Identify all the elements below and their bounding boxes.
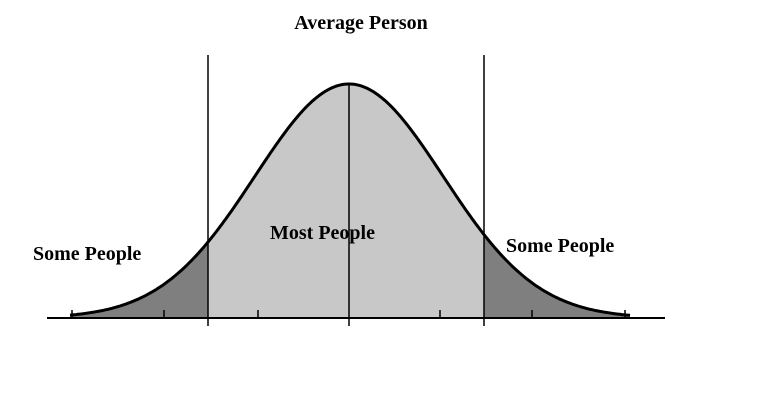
middle-area [208,84,484,318]
bell-curve [69,82,631,317]
label-left: Some People [33,243,141,265]
title: Average Person [294,12,427,34]
left-tail-area [70,242,208,318]
label-right: Some People [506,235,614,257]
right-tail-area [484,234,630,318]
label-center: Most People [270,222,375,244]
ticks [71,310,626,318]
